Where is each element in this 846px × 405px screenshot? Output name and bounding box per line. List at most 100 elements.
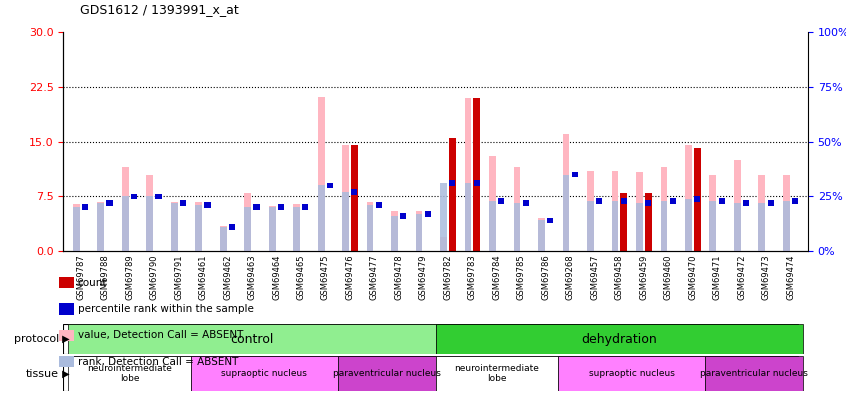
Bar <box>538 218 545 251</box>
Text: GSM69460: GSM69460 <box>664 255 673 300</box>
Bar <box>351 189 358 195</box>
Text: GSM69462: GSM69462 <box>223 255 232 300</box>
Bar <box>317 185 325 251</box>
Text: GSM69457: GSM69457 <box>591 255 599 300</box>
Bar <box>612 201 618 251</box>
Bar <box>759 175 766 251</box>
Bar <box>205 202 211 208</box>
Text: paraventricular nucleus: paraventricular nucleus <box>700 369 808 378</box>
Text: GSM69479: GSM69479 <box>419 255 428 300</box>
Bar <box>563 134 569 251</box>
Bar <box>97 203 104 251</box>
Text: supraoptic nucleus: supraoptic nucleus <box>222 369 307 378</box>
Bar <box>195 205 202 251</box>
Bar <box>302 205 309 210</box>
Bar <box>351 189 358 254</box>
Bar <box>661 201 667 251</box>
Bar <box>415 211 422 251</box>
Bar <box>73 204 80 251</box>
Bar <box>538 220 545 251</box>
Bar <box>131 194 137 199</box>
Bar <box>572 172 578 177</box>
Bar <box>342 145 349 251</box>
Bar <box>636 203 643 251</box>
Text: dehydration: dehydration <box>581 333 657 346</box>
Bar <box>621 198 627 204</box>
Bar <box>171 202 178 251</box>
Text: GSM69787: GSM69787 <box>76 255 85 301</box>
Bar <box>694 196 700 254</box>
Bar <box>743 200 750 206</box>
Bar <box>171 203 178 251</box>
Bar <box>391 216 398 251</box>
Text: ▶: ▶ <box>59 369 70 379</box>
Bar <box>156 194 162 199</box>
Bar <box>415 214 422 251</box>
Text: rank, Detection Call = ABSENT: rank, Detection Call = ABSENT <box>78 357 239 367</box>
Bar <box>661 167 667 251</box>
Bar <box>645 200 651 254</box>
Text: GSM69458: GSM69458 <box>615 255 624 300</box>
Text: percentile rank within the sample: percentile rank within the sample <box>78 304 254 314</box>
Text: GSM69784: GSM69784 <box>492 255 502 301</box>
Bar <box>734 160 741 251</box>
Text: GSM69465: GSM69465 <box>296 255 305 300</box>
Bar <box>220 227 227 251</box>
Bar <box>670 198 676 204</box>
Text: GSM69783: GSM69783 <box>468 255 477 301</box>
Text: GSM69789: GSM69789 <box>125 255 134 301</box>
Text: neurointermediate
lobe: neurointermediate lobe <box>87 364 172 383</box>
Bar <box>792 198 799 204</box>
Bar <box>685 145 692 251</box>
Bar <box>440 183 447 251</box>
Bar <box>425 211 431 217</box>
Bar <box>489 201 496 251</box>
Bar <box>122 167 129 251</box>
Text: value, Detection Call = ABSENT: value, Detection Call = ABSENT <box>78 330 243 340</box>
Bar <box>449 180 456 254</box>
Bar <box>436 356 558 391</box>
Bar <box>489 156 496 251</box>
Bar <box>146 196 153 251</box>
Bar <box>694 147 700 251</box>
Bar <box>705 356 803 391</box>
Bar <box>122 196 129 251</box>
Bar <box>294 204 300 251</box>
Text: ▶: ▶ <box>59 334 70 344</box>
Text: protocol: protocol <box>14 334 59 344</box>
Bar <box>338 356 436 391</box>
Bar <box>449 180 455 186</box>
Bar <box>547 217 553 224</box>
Bar <box>294 207 300 251</box>
Bar <box>558 356 705 391</box>
Text: neurointermediate
lobe: neurointermediate lobe <box>454 364 540 383</box>
Bar <box>645 200 651 206</box>
Bar <box>69 324 436 354</box>
Bar <box>498 198 504 204</box>
Bar <box>400 213 406 219</box>
Bar <box>391 211 398 251</box>
Bar <box>563 175 569 251</box>
Text: count: count <box>78 278 107 288</box>
Text: GSM69478: GSM69478 <box>394 255 404 301</box>
Bar <box>73 207 80 251</box>
Text: GSM69788: GSM69788 <box>101 255 110 301</box>
Bar <box>464 183 471 251</box>
Text: GSM69475: GSM69475 <box>321 255 330 300</box>
Bar <box>449 138 456 251</box>
Text: GSM69464: GSM69464 <box>272 255 281 300</box>
Bar <box>440 237 447 251</box>
Bar <box>596 198 602 204</box>
Bar <box>244 207 251 251</box>
Text: GSM69477: GSM69477 <box>370 255 379 301</box>
Bar <box>146 175 153 251</box>
Text: GSM69470: GSM69470 <box>689 255 697 300</box>
Bar <box>253 205 260 210</box>
Bar <box>220 226 227 251</box>
Bar <box>636 173 643 251</box>
Bar <box>342 192 349 251</box>
Text: GSM69473: GSM69473 <box>761 255 771 301</box>
Text: GSM69790: GSM69790 <box>150 255 158 300</box>
Bar <box>620 193 627 251</box>
Text: GSM69472: GSM69472 <box>738 255 746 300</box>
